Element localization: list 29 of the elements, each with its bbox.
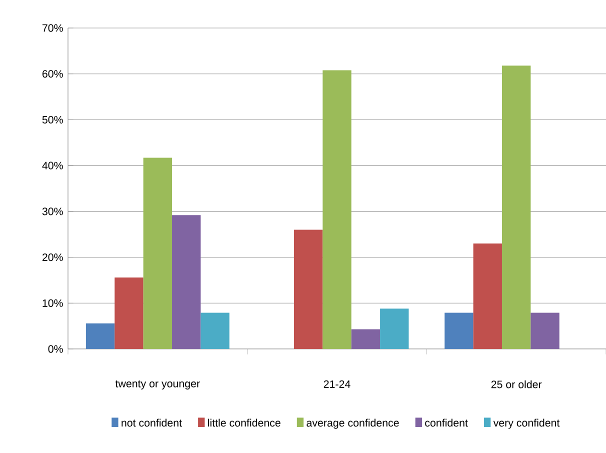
x-tick-label: 21-24	[324, 380, 350, 388]
bar	[380, 308, 409, 349]
legend-label: not confident	[122, 418, 182, 427]
y-tick-label: 70%	[42, 24, 63, 32]
y-tick-label: 40%	[42, 162, 63, 170]
legend-label: average confidence	[306, 418, 399, 429]
y-tick-label: 50%	[42, 116, 63, 124]
bar	[294, 230, 323, 349]
x-tick-label: 25 or older	[491, 380, 542, 388]
bar	[473, 244, 502, 349]
bar	[351, 329, 380, 349]
bar	[86, 323, 115, 349]
bar	[143, 158, 172, 349]
bar	[172, 215, 201, 349]
legend-label: little confidence	[208, 418, 280, 427]
y-tick-label: 30%	[42, 208, 63, 216]
bar	[322, 70, 352, 349]
bar	[502, 66, 531, 349]
y-tick-label: 20%	[42, 254, 63, 262]
bar	[200, 312, 230, 349]
y-tick-label: 10%	[42, 299, 63, 307]
bar	[530, 312, 560, 349]
x-tick-label: twenty or younger	[115, 380, 200, 390]
bar	[444, 312, 474, 349]
bar	[114, 277, 144, 349]
legend-label: confident	[425, 418, 468, 427]
y-tick-label: 60%	[42, 70, 63, 78]
legend-label: very confident	[493, 418, 560, 429]
y-tick-label: 0%	[48, 345, 63, 353]
